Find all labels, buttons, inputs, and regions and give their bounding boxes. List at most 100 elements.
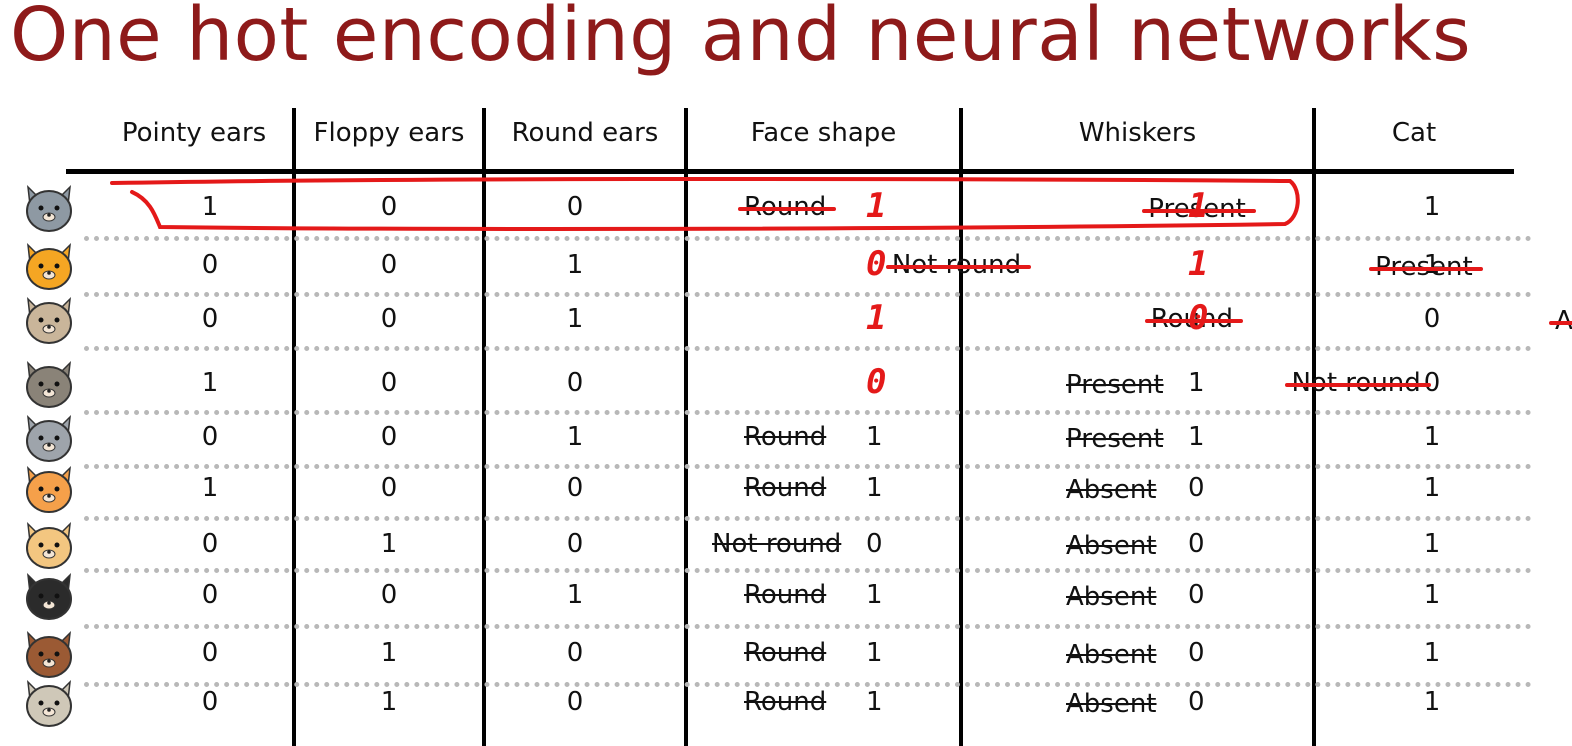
column-divider [482,108,486,746]
cell-round-ears: 1 [566,580,584,610]
row-separator [84,516,1532,521]
cell-pointy-ears: 0 [201,580,219,610]
header-floppy-ears: Floppy ears [313,118,465,148]
cell-whiskers: Absent [1066,640,1157,670]
cell-whiskers: Present [1066,370,1164,400]
cell-round-ears: 0 [566,529,584,559]
whiskers-encoded-value: 0 [1188,580,1205,610]
cell-pointy-ears: 0 [201,304,219,334]
face-shape-encoded-value: 1 [866,473,883,503]
whiskers-encoded-value: 1 [1188,244,1209,284]
header-cat: Cat [1391,118,1437,148]
cell-round-ears: 1 [566,304,584,334]
face-shape-encoded-value: 1 [866,186,887,226]
cell-floppy-ears: 0 [380,422,398,452]
column-divider [684,108,688,746]
face-shape-encoded-value: 1 [866,638,883,668]
cell-round-ears: 1 [566,250,584,280]
column-divider [292,108,296,746]
row-separator [84,464,1532,469]
cell-cat: 0 [1423,368,1441,398]
cell-pointy-ears: 1 [201,192,219,222]
cell-floppy-ears: 1 [380,638,398,668]
page-title: One hot encoding and neural networks [10,0,1472,78]
row-separator [84,410,1532,415]
cell-round-ears: 0 [566,687,584,717]
tuxedo-cat-icon [26,572,72,620]
wolf-icon [26,360,72,408]
cell-floppy-ears: 0 [380,250,398,280]
cell-cat: 1 [1423,638,1441,668]
column-divider [1312,108,1316,746]
cell-floppy-ears: 0 [380,473,398,503]
cell-floppy-ears: 0 [380,192,398,222]
hamster-icon [26,296,72,344]
cell-whiskers: Absent [1066,531,1157,561]
cell-floppy-ears: 0 [380,580,398,610]
face-shape-encoded-value: 1 [866,422,883,452]
cell-whiskers: Absent [1555,306,1572,336]
cell-cat: 1 [1423,580,1441,610]
cell-round-ears: 0 [566,638,584,668]
face-shape-encoded-value: 1 [866,687,883,717]
row-separator [84,292,1532,297]
whiskers-encoded-value: 0 [1188,638,1205,668]
row-separator [84,568,1532,573]
cell-round-ears: 0 [566,473,584,503]
cell-pointy-ears: 0 [201,638,219,668]
cell-face-shape: Round [744,638,827,668]
owl-cat-icon [26,414,72,462]
whiskers-encoded-value: 1 [1188,186,1209,226]
cell-floppy-ears: 1 [380,687,398,717]
face-shape-encoded-value: 1 [866,580,883,610]
cell-whiskers: Absent [1066,582,1157,612]
table-body: 1 0 0 1 Round 1 Present 1 0 0 1 1 Not round 0 Present 1… [0,0,1572,727]
brown-dog-icon [26,630,72,678]
cell-floppy-ears: 0 [380,304,398,334]
cell-face-shape: Round [744,192,827,222]
cell-round-ears: 0 [566,192,584,222]
row-separator [84,346,1532,351]
cell-cat: 1 [1423,473,1441,503]
row-separator [84,624,1532,629]
cell-cat: 1 [1423,529,1441,559]
gray-cat-icon [26,184,72,232]
header-pointy-ears: Pointy ears [121,118,267,148]
header-face-shape: Face shape [750,118,897,148]
face-shape-encoded-value: 0 [866,362,887,402]
cell-face-shape: Round [744,422,827,452]
cell-round-ears: 0 [566,368,584,398]
cell-whiskers: Present [1066,424,1164,454]
cell-face-shape: Not round [712,529,842,559]
whiskers-encoded-value: 0 [1188,687,1205,717]
cell-round-ears: 1 [566,422,584,452]
cell-whiskers: Present [1375,252,1473,282]
fox-cat-icon [26,465,72,513]
cell-whiskers: Absent [1066,475,1157,505]
whiskers-encoded-value: 1 [1188,422,1205,452]
cell-cat: 1 [1423,687,1441,717]
cell-face-shape: Round [744,473,827,503]
header-whiskers: Whiskers [1078,118,1197,148]
whiskers-encoded-value: 0 [1188,298,1209,338]
cell-pointy-ears: 1 [201,473,219,503]
cell-face-shape: Round [744,687,827,717]
cell-face-shape: Round [744,580,827,610]
row-separator [84,236,1532,241]
cell-cat: 1 [1423,192,1441,222]
whiskers-encoded-value: 0 [1188,473,1205,503]
face-shape-encoded-value: 0 [866,244,887,284]
cell-pointy-ears: 0 [201,250,219,280]
face-shape-encoded-value: 1 [866,298,887,338]
header-round-ears: Round ears [511,118,659,148]
cell-pointy-ears: 0 [201,529,219,559]
cell-pointy-ears: 1 [201,368,219,398]
cell-cat: 0 [1423,304,1441,334]
whiskers-encoded-value: 0 [1188,529,1205,559]
cell-pointy-ears: 0 [201,687,219,717]
cell-face-shape: Not round [1291,368,1421,398]
tan-dog-icon [26,521,72,569]
cell-floppy-ears: 0 [380,368,398,398]
pug-icon [26,679,72,727]
cell-floppy-ears: 1 [380,529,398,559]
